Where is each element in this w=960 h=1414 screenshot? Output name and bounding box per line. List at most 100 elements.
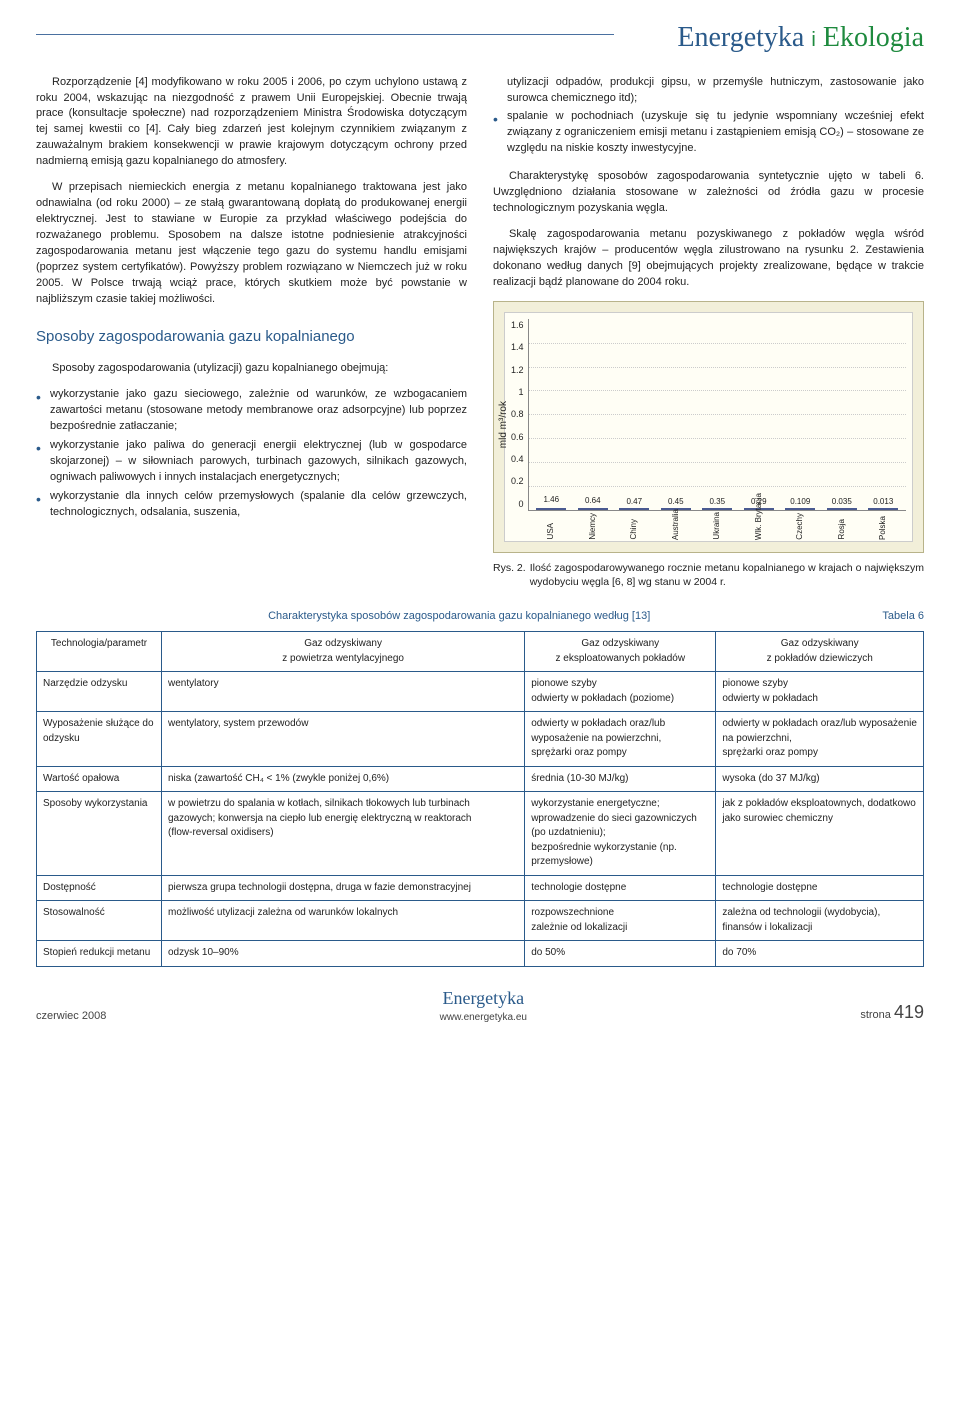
page-footer: czerwiec 2008 Energetyka www.energetyka.…	[36, 985, 924, 1026]
bar-group: 0.64Niemcy	[574, 508, 612, 510]
bar-group: 0.035Rosja	[823, 508, 861, 510]
table-cell: średnia (10-30 MJ/kg)	[525, 766, 716, 792]
y-tick: 0	[519, 498, 524, 511]
footer-url: www.energetyka.eu	[106, 1011, 860, 1026]
bar-category: USA	[545, 523, 557, 539]
table-header: Technologia/parametr	[37, 632, 162, 672]
bar-group: 0.29Wlk. Brytania	[740, 508, 778, 510]
table-cell: zależna od technologii (wydobycia), fina…	[716, 901, 924, 941]
bar	[536, 508, 566, 510]
right-column: utylizacji odpadów, produkcji gipsu, w p…	[493, 75, 924, 590]
bar-group: 0.109Czechy	[782, 508, 820, 510]
y-tick: 1	[519, 386, 524, 399]
table-cell: wysoka (do 37 MJ/kg)	[716, 766, 924, 792]
table-cell: pierwsza grupa technologii dostępna, dru…	[162, 875, 525, 901]
data-table: Technologia/parametrGaz odzyskiwanyz pow…	[36, 631, 924, 967]
table-cell: Stopień redukcji metanu	[37, 941, 162, 967]
para-3: Charakterystykę sposobów zagospodarowani…	[493, 169, 924, 217]
para-1: Rozporządzenie [4] modyfikowano w roku 2…	[36, 75, 467, 171]
figure-caption: Rys. 2. Ilość zagospodarowywanego roczni…	[493, 561, 924, 589]
bar-category: Niemcy	[587, 513, 599, 540]
table-cell: wentylatory, system przewodów	[162, 712, 525, 767]
table-row: Dostępnośćpierwsza grupa technologii dos…	[37, 875, 924, 901]
bar-category: Wlk. Brytania	[753, 493, 765, 540]
table-cell: Dostępność	[37, 875, 162, 901]
bar-value: 0.47	[626, 496, 642, 508]
y-tick: 0.8	[511, 408, 524, 421]
table-cell: odzysk 10–90%	[162, 941, 525, 967]
y-axis: mld m³/rok 1.61.41.210.80.60.40.20	[511, 319, 528, 539]
chart-container: mld m³/rok 1.61.41.210.80.60.40.20 1.46U…	[493, 301, 924, 553]
list-item: wykorzystanie jako gazu sieciowego, zale…	[36, 387, 467, 435]
table-row: Narzędzie odzyskuwentylatorypionowe szyb…	[37, 672, 924, 712]
table-cell: Wartość opałowa	[37, 766, 162, 792]
table-cell: odwierty w pokładach oraz/lub wyposażeni…	[716, 712, 924, 767]
para-4: Skalę zagospodarowania metanu pozyskiwan…	[493, 227, 924, 291]
y-axis-label: mld m³/rok	[497, 401, 512, 448]
bar-value: 0.35	[709, 496, 725, 508]
footer-logo: Energetyka	[106, 985, 860, 1011]
table-row: Stosowalnośćmożliwość utylizacji zależna…	[37, 901, 924, 941]
plot-area: 1.46USA0.64Niemcy0.47Chiny0.45Australia0…	[528, 319, 906, 511]
list-intro: Sposoby zagospodarowania (utylizacji) ga…	[36, 361, 467, 377]
bar-category: Ukraina	[711, 512, 723, 540]
bar	[785, 508, 815, 510]
y-tick: 1.4	[511, 341, 524, 354]
table-cell: technologie dostępne	[525, 875, 716, 901]
table-row: Wyposażenie służące do odzyskuwentylator…	[37, 712, 924, 767]
table-header: Gaz odzyskiwanyz powietrza wentylacyjneg…	[162, 632, 525, 672]
table-row: Wartość opałowaniska (zawartość CH₄ < 1%…	[37, 766, 924, 792]
bar	[868, 508, 898, 510]
y-tick: 1.6	[511, 319, 524, 332]
table-cell: Sposoby wykorzystania	[37, 792, 162, 876]
bar-group: 0.013Polska	[865, 508, 903, 510]
table-cell: rozpowszechnionezależnie od lokalizacji	[525, 901, 716, 941]
bar-group: 0.35Ukraina	[699, 508, 737, 510]
bar-value: 0.64	[585, 495, 601, 507]
list-item: utylizacji odpadów, produkcji gipsu, w p…	[493, 75, 924, 107]
table-row: Stopień redukcji metanuodzysk 10–90%do 5…	[37, 941, 924, 967]
list-item: wykorzystanie jako paliwa do generacji e…	[36, 438, 467, 486]
table-caption: Charakterystyka sposobów zagospodarowani…	[36, 609, 882, 625]
table-header-row: Charakterystyka sposobów zagospodarowani…	[36, 609, 924, 625]
bar-category: Rosja	[836, 519, 848, 539]
bar-value: 0.035	[832, 496, 852, 508]
bar	[827, 508, 857, 510]
bar	[578, 508, 608, 510]
bar-value: 0.45	[668, 496, 684, 508]
figure-label: Rys. 2.	[493, 561, 526, 589]
table-header: Gaz odzyskiwanyz pokładów dziewiczych	[716, 632, 924, 672]
bar	[619, 508, 649, 510]
bar-group: 1.46USA	[533, 508, 571, 510]
bar-category: Czechy	[794, 513, 806, 540]
table-cell: wentylatory	[162, 672, 525, 712]
table-cell: jak z pokładów eksploatownych, dodatkowo…	[716, 792, 924, 876]
bar-value: 0.013	[873, 496, 893, 508]
bar	[702, 508, 732, 510]
left-column: Rozporządzenie [4] modyfikowano w roku 2…	[36, 75, 467, 590]
table-cell: wykorzystanie energetyczne;wprowadzenie …	[525, 792, 716, 876]
page-header: Energetyka i Ekologia	[36, 18, 924, 59]
table-cell: możliwość utylizacji zależna od warunków…	[162, 901, 525, 941]
right-bullet-list: utylizacji odpadów, produkcji gipsu, w p…	[493, 75, 924, 158]
table-cell: pionowe szybyodwierty w pokładach (pozio…	[525, 672, 716, 712]
footer-page: strona 419	[860, 999, 924, 1025]
bar-group: 0.45Australia	[657, 508, 695, 510]
table-cell: niska (zawartość CH₄ < 1% (zwykle poniże…	[162, 766, 525, 792]
para-2: W przepisach niemieckich energia z metan…	[36, 180, 467, 308]
bar-category: Polska	[877, 516, 889, 540]
table-header: Gaz odzyskiwanyz eksploatowanych pokładó…	[525, 632, 716, 672]
y-tick: 0.2	[511, 475, 524, 488]
figure-text: Ilość zagospodarowywanego rocznie metanu…	[530, 561, 924, 589]
table-cell: w powietrzu do spalania w kotłach, silni…	[162, 792, 525, 876]
table-cell: Wyposażenie służące do odzysku	[37, 712, 162, 767]
bar-value: 0.109	[790, 496, 810, 508]
table-row: Sposoby wykorzystaniaw powietrzu do spal…	[37, 792, 924, 876]
table-cell: technologie dostępne	[716, 875, 924, 901]
bar-chart: mld m³/rok 1.61.41.210.80.60.40.20 1.46U…	[504, 312, 913, 542]
header-title-2: Ekologia	[823, 22, 924, 53]
table-cell: odwierty w pokładach oraz/lub wyposażeni…	[525, 712, 716, 767]
header-conj: i	[811, 29, 815, 51]
table-number: Tabela 6	[882, 609, 924, 625]
bar-value: 1.46	[543, 494, 559, 506]
